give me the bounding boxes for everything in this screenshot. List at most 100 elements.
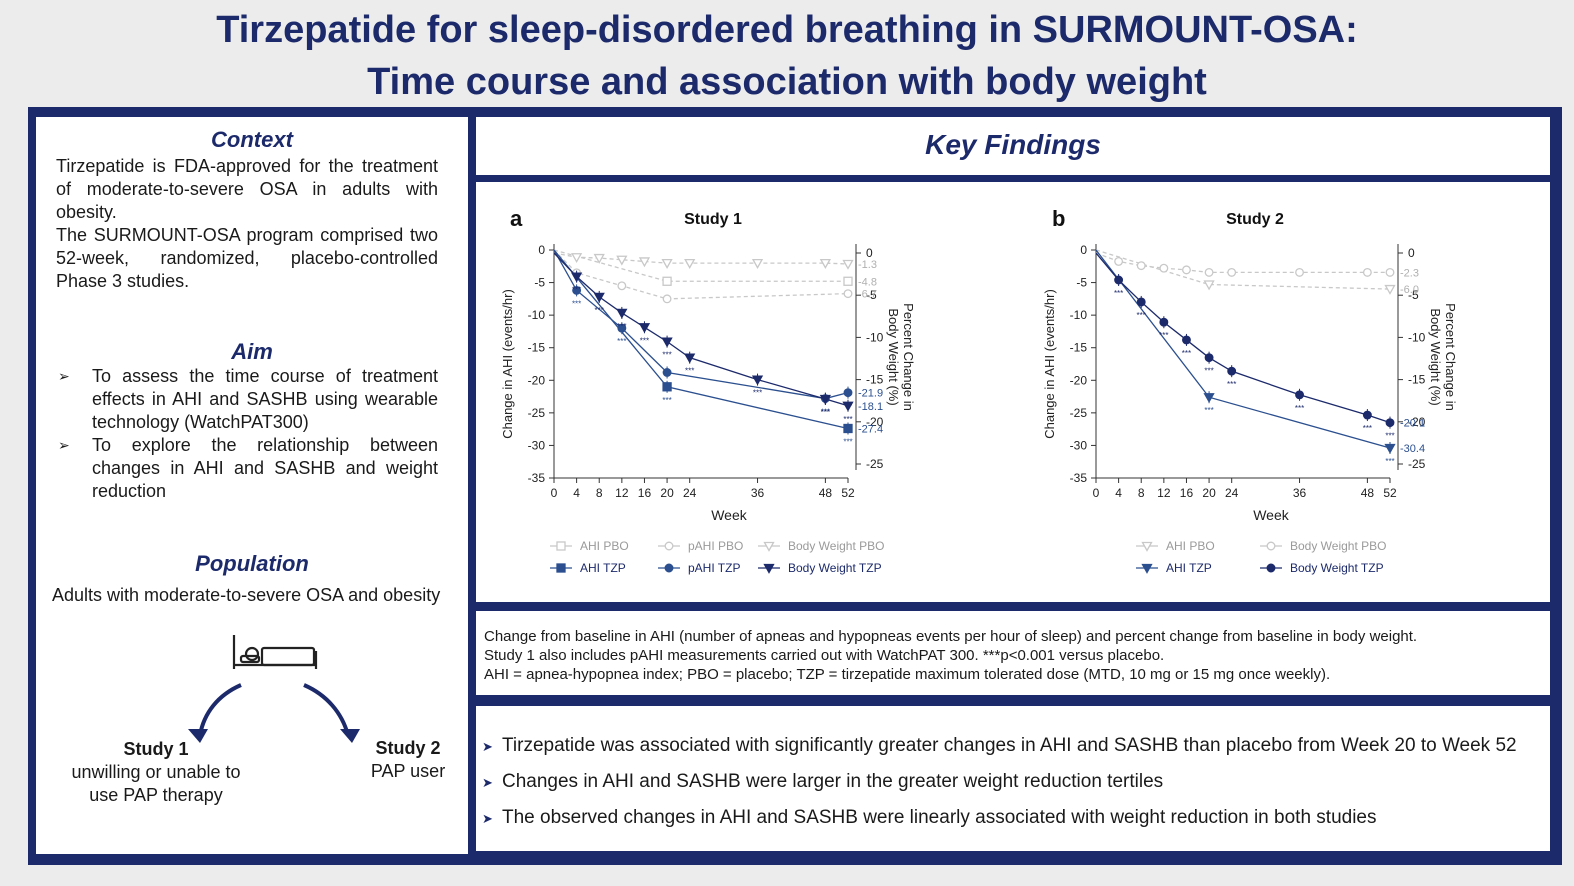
legend-label: AHI PBO xyxy=(580,539,629,553)
x-tick-label: 48 xyxy=(1361,486,1375,500)
data-point xyxy=(1159,263,1169,273)
data-point xyxy=(617,281,627,291)
data-point xyxy=(1227,366,1237,376)
chart-title: Study 1 xyxy=(684,211,742,228)
chart-a: a Study 10-5-10-15-20-25-30-350-5-10-15-2… xyxy=(500,206,916,575)
aim-item: ➢ To assess the time course of treatment … xyxy=(58,366,438,432)
data-point xyxy=(638,257,651,268)
data-point xyxy=(1385,267,1395,277)
significance-mark: *** xyxy=(1159,331,1168,340)
data-point xyxy=(571,253,583,264)
x-tick-label: 0 xyxy=(551,486,558,500)
x-tick-label: 52 xyxy=(1383,486,1397,500)
series-ahi-tzp: *** *** -27.4 xyxy=(553,249,883,446)
significance-mark: *** xyxy=(572,299,581,308)
x-tick-label: 52 xyxy=(841,486,855,500)
population-heading: Population xyxy=(195,551,309,576)
legend-label: AHI PBO xyxy=(1166,539,1215,553)
data-point xyxy=(1141,541,1153,552)
significance-mark: *** xyxy=(821,408,830,417)
y-tick-label: -35 xyxy=(528,471,546,485)
data-point xyxy=(1114,256,1124,266)
x-tick-label: 0 xyxy=(1093,486,1100,500)
arrow-bullet-icon: ➤ xyxy=(482,811,493,826)
series-line xyxy=(1095,252,1391,424)
study-2-description: PAP user xyxy=(370,761,446,781)
legend: AHI PBO pAHI PBO Body Weight PBO AHI TZP pAH… xyxy=(550,539,885,575)
significance-mark: *** xyxy=(1385,432,1394,441)
significance-mark: *** xyxy=(572,286,581,295)
end-value-label: -18.1 xyxy=(858,401,883,413)
data-point xyxy=(1227,267,1237,277)
figure-caption: Change from baseline in AHI (number of a… xyxy=(476,611,1550,695)
y-tick-label: -20 xyxy=(528,373,546,387)
series-body-weight-tzp: *** *** *** *** *** *** *** *** *** -20.1 xyxy=(1095,252,1425,441)
significance-mark: *** xyxy=(595,306,604,315)
legend-label: Body Weight TZP xyxy=(1290,561,1384,575)
data-point xyxy=(1384,443,1396,454)
data-point xyxy=(593,292,605,303)
end-value-label: -30.4 xyxy=(1400,443,1425,455)
data-point xyxy=(1159,317,1169,327)
y2-tick-label: -20 xyxy=(866,415,884,429)
poster-title: Tirzepatide for sleep-disordered breathi… xyxy=(0,4,1574,108)
y2-tick-label: -20 xyxy=(1408,415,1426,429)
end-value-label: -27.4 xyxy=(858,423,883,435)
significance-mark: *** xyxy=(1204,367,1213,376)
data-point xyxy=(662,368,672,377)
left-panel: Context Tirzepatide is FDA-approved for … xyxy=(36,117,468,854)
series-body-weight-tzp: *** *** *** *** *** *** *** *** *** -18.1 xyxy=(553,252,883,424)
y2-tick-label: -10 xyxy=(866,330,884,344)
arrow-left-icon xyxy=(198,683,242,736)
data-point xyxy=(842,401,854,412)
y2-tick-label: -10 xyxy=(1408,330,1426,344)
charts-svg: a Study 10-5-10-15-20-25-30-350-5-10-15-2… xyxy=(500,206,1458,575)
end-value-label: -21.9 xyxy=(858,388,883,400)
study-1-description: unwilling or unable to use PAP therapy xyxy=(71,762,241,805)
data-point xyxy=(842,259,854,270)
data-point xyxy=(1182,265,1191,275)
legend-label: Body Weight PBO xyxy=(788,539,885,553)
y-tick-label: -20 xyxy=(1070,373,1088,387)
arrow-bullet-icon: ➢ xyxy=(58,368,70,384)
significance-mark: *** xyxy=(843,437,852,446)
data-point xyxy=(1114,275,1124,285)
data-point xyxy=(843,423,853,434)
y2-axis-label-line: Body Weight (%) xyxy=(1428,308,1443,405)
arrow-bullet-icon: ➢ xyxy=(58,437,70,453)
data-point xyxy=(684,258,696,269)
findings-list: ➤ Tirzepatide was associated with signifi… xyxy=(482,734,1546,842)
y2-axis-label-line: Body Weight (%) xyxy=(886,308,901,405)
x-tick-label: 24 xyxy=(1225,486,1239,500)
finding-item: ➤ Changes in AHI and SASHB were larger in… xyxy=(482,770,1546,795)
y-tick-label: -25 xyxy=(528,406,546,420)
context-text: Tirzepatide is FDA-approved for the trea… xyxy=(56,155,438,293)
panel-letter: a xyxy=(510,206,523,231)
charts-panel: a Study 1 0 -5 -10 -15 -20 -25 -30 -35 0 -5 -10 -15 -2… xyxy=(476,182,1550,602)
series-pahi-tzp: *** *** *** *** *** -21.9 xyxy=(553,249,883,417)
data-point xyxy=(556,563,566,573)
series-line xyxy=(553,252,849,407)
significance-mark: *** xyxy=(685,367,694,376)
y2-axis-label-line: Percent Change in xyxy=(1443,303,1458,411)
aim-heading: Aim xyxy=(231,339,273,364)
end-value-label: -2.3 xyxy=(1400,267,1419,279)
data-point xyxy=(763,563,775,574)
data-point xyxy=(556,541,566,551)
series-line xyxy=(1095,249,1391,449)
series-ahi-pbo: -4.8 xyxy=(553,249,877,288)
study-2-label: Study 2 PAP user xyxy=(358,737,458,783)
x-tick-label: 4 xyxy=(573,486,580,500)
population-text: Adults with moderate-to-severe OSA and o… xyxy=(52,585,441,605)
data-point xyxy=(1266,563,1276,573)
significance-mark: *** xyxy=(843,415,852,424)
legend-label: AHI TZP xyxy=(1166,561,1212,575)
data-point xyxy=(1385,418,1395,428)
y-tick-label: -30 xyxy=(528,438,546,452)
x-tick-label: 36 xyxy=(1293,486,1307,500)
chart-b: b Study 2 0 -5 -10 -15 -20 -25 -30 -35 0 -5 -10 -15 -2… xyxy=(1042,206,1458,575)
arrow-left-head-icon xyxy=(188,729,208,743)
significance-mark: *** xyxy=(753,389,762,398)
data-point xyxy=(616,308,628,319)
data-point xyxy=(684,353,696,364)
